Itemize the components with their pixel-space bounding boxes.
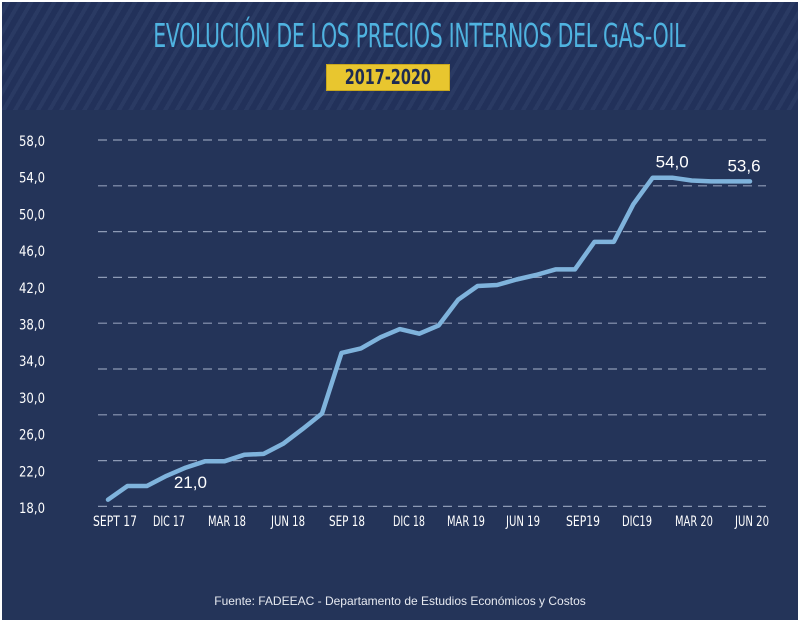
data-label: 54,0 xyxy=(656,153,689,172)
x-tick-label: DIC 18 xyxy=(393,514,425,530)
x-tick-label: SEPT 17 xyxy=(93,514,137,530)
data-label: 21,0 xyxy=(174,473,207,492)
y-tick-label: 18,0 xyxy=(19,501,45,517)
x-tick-label: SEP 18 xyxy=(329,514,365,530)
x-axis-ticks: SEPT 17 DIC 17 MAR 18 JUN 18 SEP 18 DIC 18 MAR… xyxy=(93,514,769,530)
x-tick-label: JUN 18 xyxy=(270,514,305,530)
y-axis-ticks: 18,0 22,0 26,0 30,0 34,0 38,0 42,0 46,0 50,0 54,0… xyxy=(19,134,45,517)
period-badge-label: 2017-2020 xyxy=(344,65,432,89)
x-tick-label: JUN 19 xyxy=(505,514,540,530)
y-tick-label: 42,0 xyxy=(19,281,45,297)
y-tick-label: 26,0 xyxy=(19,428,45,444)
period-badge: 2017-2020 xyxy=(326,64,450,91)
y-tick-label: 54,0 xyxy=(19,171,45,187)
y-tick-label: 34,0 xyxy=(19,354,45,370)
x-tick-label: DIC 17 xyxy=(153,514,185,530)
y-tick-label: 38,0 xyxy=(19,318,45,334)
header-banner: EVOLUCIÓN DE LOS PRECIOS INTERNOS DEL GA… xyxy=(2,2,798,110)
y-tick-label: 58,0 xyxy=(19,134,45,150)
y-tick-label: 22,0 xyxy=(19,464,45,480)
source-note: Fuente: FADEEAC - Departamento de Estudi… xyxy=(214,594,586,608)
x-tick-label: MAR 19 xyxy=(447,514,485,530)
x-tick-label: SEP19 xyxy=(566,514,600,530)
y-tick-label: 30,0 xyxy=(19,391,45,407)
y-tick-label: 46,0 xyxy=(19,244,45,260)
gridlines xyxy=(98,139,766,507)
series-line-gas-oil xyxy=(105,175,753,502)
chart-title: EVOLUCIÓN DE LOS PRECIOS INTERNOS DEL GA… xyxy=(153,16,686,55)
data-label: 53,6 xyxy=(727,156,760,175)
x-tick-label: MAR 18 xyxy=(208,514,246,530)
y-tick-label: 50,0 xyxy=(19,207,45,223)
series-layer xyxy=(105,175,753,502)
x-tick-label: MAR 20 xyxy=(675,514,713,530)
x-tick-label: JUN 20 xyxy=(734,514,769,530)
x-tick-label: DIC19 xyxy=(622,514,652,530)
data-labels: 21,0 54,0 53,6 xyxy=(174,153,761,492)
